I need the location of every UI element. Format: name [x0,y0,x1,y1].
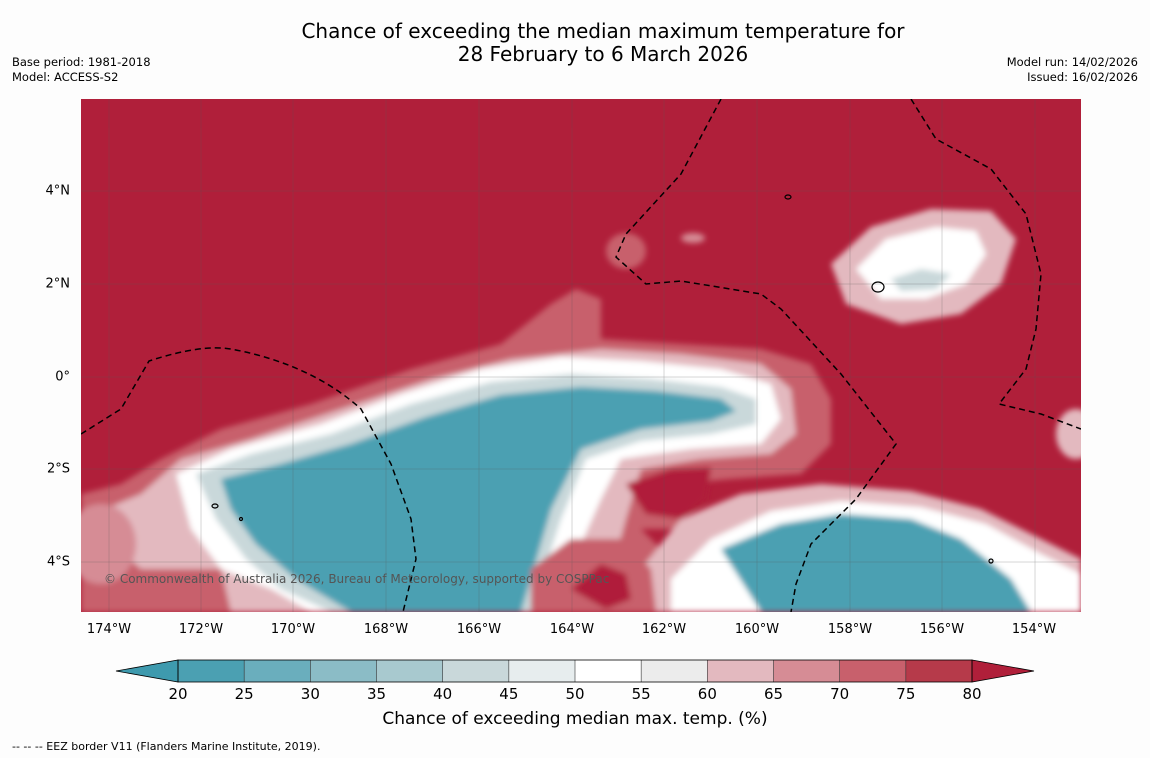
colorbar-cell [442,660,510,682]
title-line-2: 28 February to 6 March 2026 [457,42,749,66]
colorbar-high-extension [971,659,1035,683]
lat-label: 4°S [46,554,70,570]
lat-label: 2°S [46,461,70,477]
colorbar-title: Chance of exceeding median max. temp. (%… [382,709,768,729]
warm-patch-center [626,467,711,519]
lon-label: 158°W [827,622,873,637]
colorbar-cell [310,660,377,682]
ne-halo-50 [856,227,986,299]
lon-label: 170°W [270,622,316,637]
island [238,516,244,522]
colorbar-cell [773,660,841,682]
colorbar-cell [575,660,642,682]
colorbar-tick-label: 20 [168,685,188,703]
colorbar-tick-label: 45 [499,685,519,703]
copyright-notice: © Commonwealth of Australia 2026, Bureau… [104,572,610,586]
eez-border-east [910,99,1081,430]
island [784,194,792,200]
colorbar-low-extension [115,659,179,683]
ne-core [891,269,951,291]
colorbar-tick-label: 35 [366,685,387,703]
meta-left: Base period: 1981-2018 Model: ACCESS-S2 [12,55,151,85]
islands [211,194,994,564]
lon-label: 168°W [363,622,409,637]
lon-label: 172°W [178,622,224,637]
colorbar-cells [177,660,973,682]
se-cold-core [721,514,1031,612]
map-title: Chance of exceeding the median maximum t… [0,20,1150,66]
island [211,503,219,509]
cold-tongue-core [221,387,736,612]
eez-border-center [615,99,897,612]
colorbar-tick-label: 55 [631,685,651,703]
model-name: Model: ACCESS-S2 [12,70,119,84]
lon-label: 162°W [641,622,687,637]
colorbar-tick-label: 25 [234,685,254,703]
eez-borders [81,99,1081,612]
lat-label: 4°N [45,183,71,199]
eez-border-west [81,347,417,612]
lon-label: 160°W [734,622,780,637]
colorbar-tick-label: 40 [433,685,453,703]
colorbar-cell [376,660,444,682]
colorbar-tick-label: 30 [300,685,320,703]
warm-blob-inner [571,564,631,609]
title-line-1: Chance of exceeding the median maximum t… [301,19,905,43]
colorbar-tick-label: 70 [830,685,850,703]
colorbar-tick-label: 75 [896,685,916,703]
sw-pink-patch [81,504,136,584]
lon-label: 154°W [1011,622,1057,637]
issued-date: Issued: 16/02/2026 [1027,70,1138,84]
colorbar-cell [244,660,311,682]
lat-label: 2°N [45,276,71,292]
colorbar-tick-label: 80 [962,685,982,703]
colorbar-frame [177,659,973,683]
colorbar-cell [508,660,576,682]
small-pink-n-patch [681,233,705,243]
model-run: Model run: 14/02/2026 [1006,55,1138,69]
graticule [81,99,1081,612]
lon-label: 174°W [86,622,132,637]
colorbar-cell [641,660,708,682]
forecast-map [81,99,1081,612]
lon-label: 166°W [456,622,502,637]
island [988,558,994,564]
colorbar-cell [839,660,907,682]
contours [81,209,1081,612]
colorbar-cell [707,660,774,682]
lat-label: 0° [55,369,70,385]
colorbar-cell [178,660,245,682]
lon-label: 164°W [549,622,595,637]
colorbar-cell [905,660,973,682]
base-period: Base period: 1981-2018 [12,55,151,69]
colorbar-tick-label: 65 [763,685,784,703]
colorbar [115,659,1035,683]
colorbar-tick-label: 60 [697,685,717,703]
island-kiritimati [871,281,885,293]
meta-right: Model run: 14/02/2026 Issued: 16/02/2026 [1007,55,1138,85]
lon-label: 156°W [919,622,965,637]
eez-footnote: -- -- -- EEZ border V11 (Flanders Marine… [12,740,321,753]
colorbar-tick-label: 50 [565,685,585,703]
small-warm-n-patch [606,233,646,269]
